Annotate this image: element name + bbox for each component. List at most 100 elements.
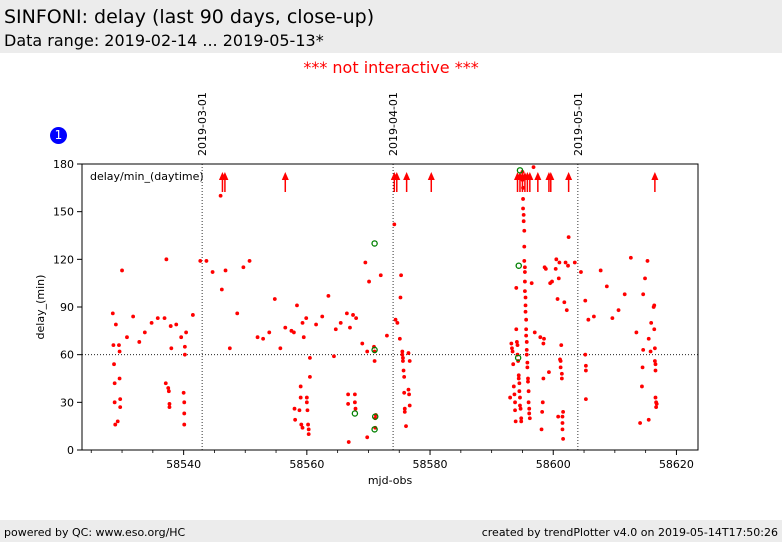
data-point <box>283 325 288 330</box>
data-point <box>372 359 377 363</box>
data-point <box>354 316 359 321</box>
data-point <box>292 330 296 335</box>
data-point <box>652 359 657 363</box>
off-scale-arrow-head <box>526 172 534 180</box>
data-point <box>653 395 658 400</box>
y-tick-label: 150 <box>53 206 74 219</box>
data-point <box>648 349 653 354</box>
data-point <box>604 284 609 289</box>
data-point <box>352 392 357 397</box>
data-point-highlight <box>371 240 378 247</box>
data-point <box>131 314 136 319</box>
data-point <box>298 395 303 400</box>
data-point <box>300 320 305 325</box>
data-point <box>521 212 526 217</box>
data-point <box>511 384 516 389</box>
data-point <box>407 359 412 363</box>
data-point <box>332 354 336 359</box>
data-point <box>399 273 403 278</box>
data-point <box>182 411 187 416</box>
data-point <box>521 185 525 190</box>
data-point <box>112 400 117 405</box>
date-marker-label: 2019-04-01 <box>387 92 400 156</box>
data-point <box>583 352 588 357</box>
data-point <box>572 260 577 265</box>
data-point <box>299 422 304 427</box>
data-point <box>261 336 266 341</box>
data-point <box>583 368 588 373</box>
data-point <box>640 365 645 370</box>
data-point <box>653 362 658 367</box>
data-point <box>164 257 169 262</box>
data-point <box>519 419 524 424</box>
data-point <box>278 346 283 351</box>
data-point <box>149 320 154 325</box>
data-point <box>167 402 172 406</box>
data-point <box>566 263 570 268</box>
y-tick-label: 90 <box>60 301 74 314</box>
data-point <box>308 355 312 360</box>
data-point <box>541 376 546 381</box>
page-title: SINFONI: delay (last 90 days, close-up) <box>4 6 375 28</box>
data-point <box>297 408 302 413</box>
data-point <box>401 368 406 373</box>
data-point <box>125 335 129 340</box>
data-point <box>365 435 370 440</box>
data-point <box>540 400 545 405</box>
data-point <box>653 368 658 373</box>
data-point <box>554 257 559 262</box>
data-point <box>527 406 532 411</box>
data-point <box>532 330 537 335</box>
off-scale-arrow-head <box>403 172 411 180</box>
footer: powered by QC: www.eso.org/HC created by… <box>0 520 782 542</box>
data-point <box>517 389 522 394</box>
data-point <box>515 343 520 348</box>
data-point <box>393 317 398 322</box>
data-point <box>348 325 352 330</box>
data-point <box>557 260 562 265</box>
data-point <box>401 359 405 363</box>
data-point <box>110 311 115 316</box>
data-point <box>562 300 567 305</box>
data-point <box>204 259 209 263</box>
data-point <box>519 416 524 421</box>
data-point <box>198 259 203 263</box>
data-point <box>115 419 120 424</box>
data-point <box>351 313 355 317</box>
off-scale-arrow-head <box>547 172 555 180</box>
data-point <box>190 313 195 317</box>
data-point <box>508 395 513 400</box>
data-point <box>406 351 411 355</box>
y-axis-label: delay_(min) <box>34 275 47 340</box>
data-point <box>293 417 298 422</box>
data-point <box>543 266 548 271</box>
data-point <box>367 279 371 284</box>
x-axis-label: mjd-obs <box>368 474 413 487</box>
data-point <box>652 327 657 332</box>
data-point <box>540 409 545 414</box>
data-point <box>400 349 405 354</box>
y-tick-label: 30 <box>60 396 74 409</box>
data-point <box>559 371 564 376</box>
data-point <box>524 317 529 322</box>
data-point <box>525 365 530 370</box>
data-point <box>117 343 121 348</box>
data-point <box>646 336 651 341</box>
data-point <box>314 322 318 327</box>
data-point <box>308 375 312 379</box>
data-point <box>513 400 517 405</box>
data-point <box>649 320 654 325</box>
data-point <box>510 349 515 354</box>
data-point <box>304 316 309 321</box>
data-point <box>641 348 646 352</box>
data-point <box>558 365 563 370</box>
data-point <box>169 346 174 351</box>
plot-annotation: delay/min_(daytime) <box>90 170 204 183</box>
data-point <box>591 314 596 319</box>
data-point-highlight <box>351 410 359 417</box>
x-tick-label: 58560 <box>289 458 324 471</box>
data-point <box>300 425 305 430</box>
data-point <box>182 352 187 357</box>
data-range-subtitle: Data range: 2019-02-14 ... 2019-05-13* <box>4 31 324 50</box>
data-point <box>564 308 569 313</box>
